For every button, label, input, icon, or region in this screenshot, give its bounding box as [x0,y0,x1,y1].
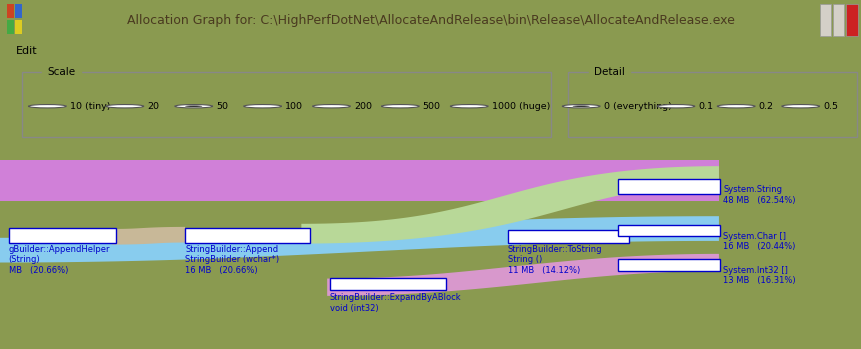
FancyBboxPatch shape [618,179,720,194]
Circle shape [657,105,695,108]
Text: 0 (everything): 0 (everything) [604,102,672,111]
Text: 50: 50 [216,102,228,111]
FancyBboxPatch shape [9,228,116,243]
Text: StringBuilder::Append
StringBuilder (wchar*)
16 MB   (20.66%): StringBuilder::Append StringBuilder (wch… [185,245,279,275]
Polygon shape [112,227,185,245]
FancyBboxPatch shape [7,20,14,34]
Text: 100: 100 [285,102,303,111]
Polygon shape [327,254,719,296]
Circle shape [175,105,213,108]
FancyBboxPatch shape [22,73,551,137]
FancyBboxPatch shape [618,225,720,236]
Text: System.Int32 []
13 MB   (16.31%): System.Int32 [] 13 MB (16.31%) [723,266,796,285]
Polygon shape [0,216,719,262]
Circle shape [562,105,600,108]
FancyBboxPatch shape [7,4,14,18]
Text: System.String
48 MB   (62.54%): System.String 48 MB (62.54%) [723,185,796,205]
FancyBboxPatch shape [330,278,446,290]
FancyBboxPatch shape [508,230,629,243]
FancyBboxPatch shape [820,4,831,36]
Circle shape [185,105,202,107]
Text: StringBuilder::ToString
String ()
11 MB   (14.12%): StringBuilder::ToString String () 11 MB … [508,245,603,275]
Text: 10 (tiny): 10 (tiny) [70,102,110,111]
FancyBboxPatch shape [618,259,720,271]
FancyBboxPatch shape [846,4,858,36]
Circle shape [244,105,282,108]
Circle shape [106,105,144,108]
Text: 20: 20 [147,102,159,111]
Text: 1000 (huge): 1000 (huge) [492,102,550,111]
Circle shape [717,105,755,108]
Text: StringBuilder::ExpandByABlock
void (int32): StringBuilder::ExpandByABlock void (int3… [330,294,461,313]
Text: System.Char []
16 MB   (20.44%): System.Char [] 16 MB (20.44%) [723,232,796,251]
Text: Edit: Edit [15,46,37,55]
Text: 200: 200 [354,102,372,111]
Circle shape [28,105,66,108]
Circle shape [381,105,419,108]
Circle shape [573,105,590,107]
Polygon shape [301,166,719,244]
Circle shape [782,105,820,108]
Text: 0.2: 0.2 [759,102,773,111]
Text: Scale: Scale [47,67,76,77]
Text: Detail: Detail [594,67,625,77]
Text: 0.1: 0.1 [698,102,713,111]
Circle shape [313,105,350,108]
Text: Allocation Graph for: C:\HighPerfDotNet\AllocateAndRelease\bin\Release\AllocateA: Allocation Graph for: C:\HighPerfDotNet\… [127,14,734,27]
FancyBboxPatch shape [15,20,22,34]
Polygon shape [0,159,719,201]
FancyBboxPatch shape [15,4,22,18]
FancyBboxPatch shape [568,73,857,137]
Circle shape [450,105,488,108]
Text: 500: 500 [423,102,441,111]
Text: gBuilder::AppendHelper
(String)
MB   (20.66%): gBuilder::AppendHelper (String) MB (20.6… [9,245,110,275]
FancyBboxPatch shape [185,228,310,243]
FancyBboxPatch shape [833,4,844,36]
Text: 0.5: 0.5 [823,102,838,111]
